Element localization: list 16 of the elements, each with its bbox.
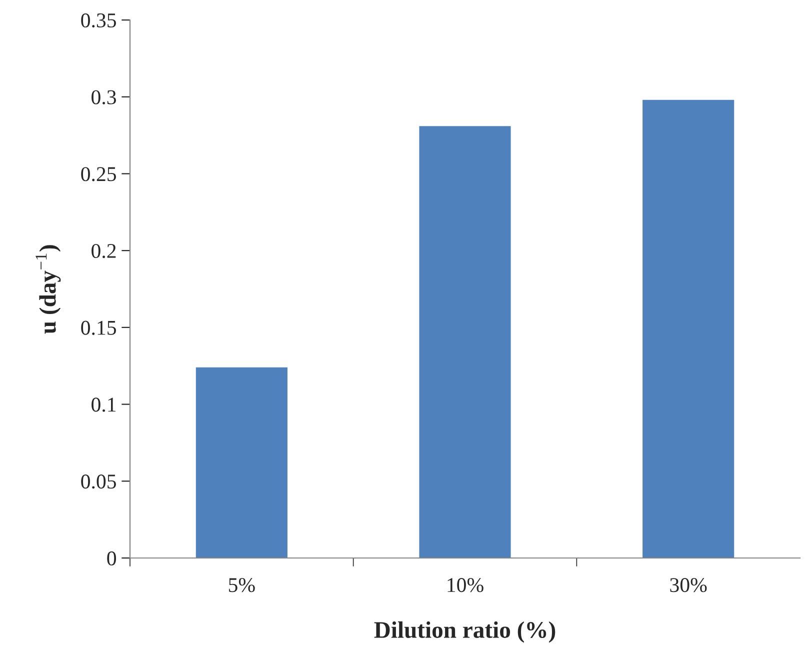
bar	[196, 367, 288, 558]
y-tick-label: 0.15	[81, 320, 116, 335]
bar	[642, 100, 734, 558]
bar	[419, 126, 511, 558]
y-tick-label: 0.25	[81, 167, 116, 182]
y-tick-label: 0	[107, 551, 116, 566]
y-tick-label: 0.2	[92, 244, 116, 258]
y-tick-label: 0.05	[81, 474, 116, 489]
y-tick-label: 0.3	[92, 90, 116, 104]
x-tick-label: 5%	[228, 578, 255, 592]
x-tick-label: 30%	[670, 578, 707, 592]
y-tick-label: 0.1	[92, 398, 116, 412]
y-axis-title: u (day$^{−1}$)	[36, 245, 61, 334]
x-tick-label: 10%	[448, 578, 484, 592]
y-tick-label: 0.35	[81, 13, 116, 28]
x-axis-title: Dilution ratio (%)	[374, 621, 556, 643]
